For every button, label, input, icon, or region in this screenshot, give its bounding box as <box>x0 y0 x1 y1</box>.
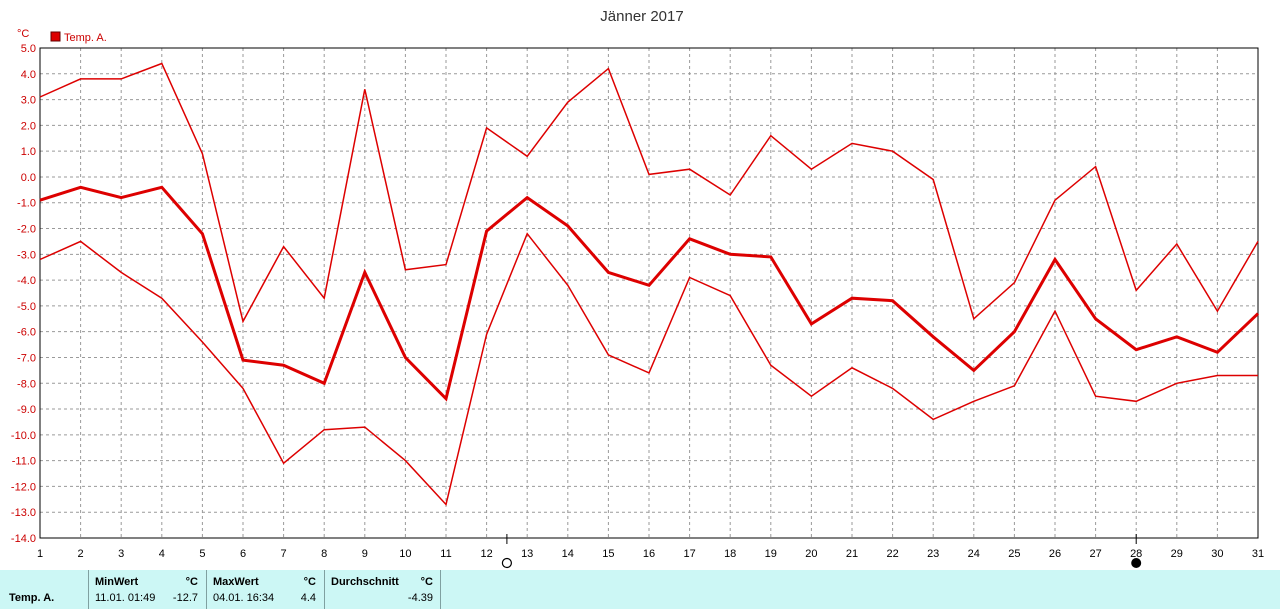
y-tick-label: -4.0 <box>17 275 36 287</box>
day-markers <box>501 534 1142 569</box>
x-tick-label: 31 <box>1252 548 1264 560</box>
y-tick-label: -9.0 <box>17 404 36 416</box>
y-tick-label: -1.0 <box>17 198 36 210</box>
x-tick-label: 4 <box>159 548 165 560</box>
y-tick-label: -6.0 <box>17 327 36 339</box>
y-tick-label: 5.0 <box>21 43 36 55</box>
x-tick-label: 22 <box>886 548 898 560</box>
footer-max-cell: MaxWert °C 04.01. 16:34 4.4 <box>206 570 324 609</box>
filled-circle-icon <box>1131 558 1142 568</box>
temperature-chart: Jänner 2017 °C Temp. A. 5.0 4.0 3.0 2.0 1.0 0… <box>11 8 1264 569</box>
x-tick-label: 26 <box>1049 548 1061 560</box>
y-tick-label: -10.0 <box>11 430 36 442</box>
y-tick-label: 2.0 <box>21 120 36 132</box>
x-tick-label: 10 <box>399 548 411 560</box>
x-tick-label: 1 <box>37 548 43 560</box>
open-circle-icon <box>501 557 512 569</box>
series-line-mean <box>39 185 1260 402</box>
min-unit: °C <box>185 576 198 588</box>
x-tick-label: 24 <box>968 548 980 560</box>
x-tick-label: 6 <box>240 548 246 560</box>
max-value: 4.4 <box>300 592 316 604</box>
x-tick-label: 19 <box>765 548 777 560</box>
x-tick-label: 28 <box>1130 548 1142 560</box>
avg-unit: °C <box>420 576 433 588</box>
min-time: 11.01. 01:49 <box>95 592 156 604</box>
y-tick-label: -11.0 <box>12 456 36 468</box>
x-tick-label: 11 <box>440 548 451 560</box>
x-tick-label: 14 <box>562 548 574 560</box>
x-tick-label: 23 <box>927 548 939 560</box>
footer-avg-cell: Durchschnitt °C -4.39 <box>324 570 441 609</box>
series-line-max <box>39 62 1259 324</box>
legend-swatch <box>50 31 61 42</box>
x-tick-label: 9 <box>362 548 368 560</box>
x-tick-label: 18 <box>724 548 736 560</box>
x-tick-label: 2 <box>78 548 84 560</box>
footer-min-cell: MinWert °C 11.01. 01:49 -12.7 <box>88 570 206 609</box>
plot-area <box>39 47 1259 539</box>
y-tick-label: -14.0 <box>11 533 36 545</box>
footer-series-label: Temp. A. <box>9 592 55 604</box>
x-tick-label: 7 <box>281 548 287 560</box>
y-tick-label: -5.0 <box>17 301 36 313</box>
footer-series-cell: Temp. A. <box>0 570 88 609</box>
x-tick-label: 17 <box>683 548 695 560</box>
x-tick-label: 30 <box>1211 548 1223 560</box>
min-value: -12.7 <box>172 592 198 604</box>
x-axis-ticks: 1 2 3 4 5 6 7 8 9 10 11 12 13 14 15 16 17 18 19 20 21 22 23 24 2… <box>37 548 1264 560</box>
y-tick-label: -3.0 <box>17 249 36 261</box>
max-unit: °C <box>303 576 316 588</box>
avg-title: Durchschnitt <box>331 576 399 588</box>
y-tick-label: 4.0 <box>21 69 36 81</box>
y-tick-label: 1.0 <box>21 146 36 158</box>
grid <box>40 48 1258 538</box>
statistics-footer: Temp. A. MinWert °C 11.01. 01:49 -12.7 M… <box>0 570 1280 609</box>
x-tick-label: 20 <box>805 548 817 560</box>
x-tick-label: 15 <box>602 548 614 560</box>
y-tick-label: -12.0 <box>11 481 36 493</box>
x-tick-label: 13 <box>521 548 533 560</box>
y-tick-label: -8.0 <box>17 378 36 390</box>
y-tick-label: -13.0 <box>11 507 36 519</box>
x-tick-label: 12 <box>480 548 492 560</box>
x-tick-label: 21 <box>846 548 858 560</box>
y-tick-label: 0.0 <box>21 172 36 184</box>
max-title: MaxWert <box>213 576 259 588</box>
max-time: 04.01. 16:34 <box>213 592 275 604</box>
series-lines <box>39 62 1260 507</box>
series-line-min <box>39 232 1258 507</box>
x-tick-label: 3 <box>118 548 124 560</box>
y-tick-label: 3.0 <box>21 95 36 107</box>
min-title: MinWert <box>95 576 139 588</box>
avg-value: -4.39 <box>407 592 433 604</box>
x-tick-label: 25 <box>1008 548 1020 560</box>
chart-title: Jänner 2017 <box>600 8 683 25</box>
x-tick-label: 27 <box>1089 548 1101 560</box>
y-tick-label: -2.0 <box>17 224 36 236</box>
x-tick-label: 5 <box>199 548 205 560</box>
y-axis-ticks: 5.0 4.0 3.0 2.0 1.0 0.0 -1.0 -2.0 -3.0 -4.0 -5.0 -6… <box>11 43 36 545</box>
x-tick-label: 8 <box>321 548 327 560</box>
x-tick-label: 16 <box>643 548 655 560</box>
y-axis-unit: °C <box>17 28 29 40</box>
y-tick-label: -7.0 <box>17 352 36 364</box>
legend-label: Temp. A. <box>64 32 107 44</box>
x-tick-label: 29 <box>1171 548 1183 560</box>
